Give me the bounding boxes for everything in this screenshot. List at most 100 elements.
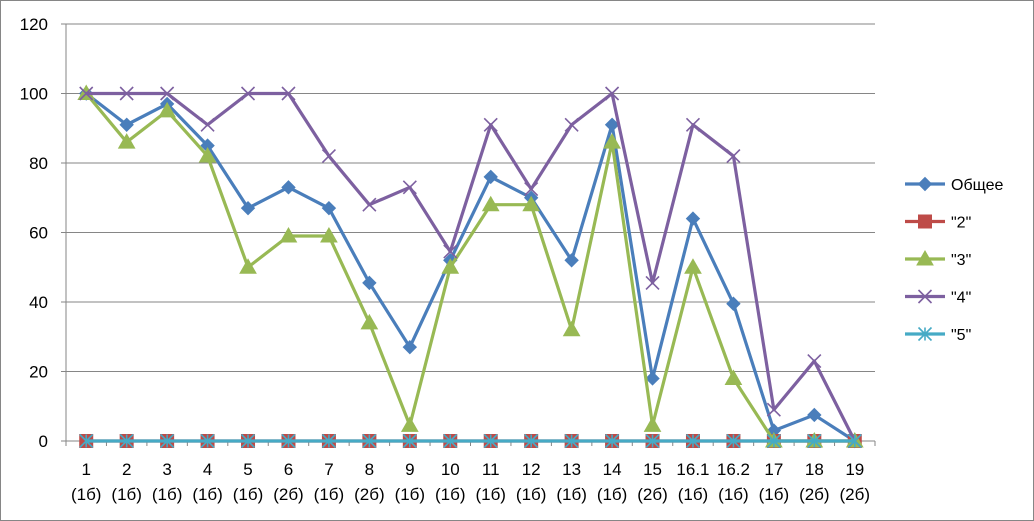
data-point-series-2 [562,320,581,337]
data-point-series-3 [160,86,175,101]
x-tick-sublabel: (1б) [435,485,466,504]
data-point-series-4 [321,433,336,449]
data-point-series-3 [240,86,256,101]
x-tick-sublabel: (1б) [475,485,506,504]
y-tick-label: 80 [29,154,48,173]
x-tick-sublabel: (1б) [516,485,547,504]
data-point-series-4 [443,433,458,449]
legend-label: "5" [951,327,971,344]
data-point-series-0 [240,200,256,216]
x-tick-label: 18 [805,460,824,479]
x-tick-sublabel: (2б) [799,485,830,504]
data-point-series-4 [524,433,539,449]
legend-label: "4" [951,290,971,307]
x-tick-label: 16.2 [717,460,750,479]
x-tick-label: 11 [482,460,500,479]
y-tick-label: 120 [20,15,48,34]
data-point-series-2 [360,313,379,330]
x-tick-sublabel: (1б) [71,485,102,504]
data-point-series-4 [726,433,741,449]
x-tick-label: 6 [284,460,293,479]
legend-label: Общее [951,177,1003,194]
x-tick-sublabel: (2б) [273,485,304,504]
x-tick-sublabel: (2б) [354,485,385,504]
data-point-series-3 [605,86,620,101]
y-tick-label: 40 [29,293,48,312]
data-point-series-4 [79,433,94,449]
x-tick-label: 4 [203,460,212,479]
data-point-series-2 [239,258,257,274]
data-point-series-2 [158,101,176,118]
data-point-series-3 [524,181,539,197]
x-tick-label: 13 [562,460,581,479]
x-tick-sublabel: (1б) [395,485,426,504]
data-point-series-0 [604,117,620,132]
x-tick-label: 2 [122,460,131,479]
legend-marker [917,289,933,304]
data-point-series-4 [605,433,620,449]
y-tick-label: 0 [39,432,48,451]
x-tick-label: 12 [522,460,541,479]
x-tick-label: 3 [162,460,171,479]
data-point-series-4 [119,433,134,449]
data-point-series-4 [645,433,660,449]
data-point-series-2 [441,258,460,274]
data-point-series-4 [240,433,256,449]
legend-label: "2" [951,215,971,232]
legend-marker [917,326,933,342]
y-tick-label: 60 [29,224,48,243]
data-point-series-3 [766,402,781,417]
data-point-series-4 [200,433,215,449]
data-point-series-0 [645,371,660,386]
data-point-series-4 [160,433,175,449]
legend-label: "3" [951,252,971,269]
x-tick-sublabel: (2б) [637,485,668,504]
data-point-series-0 [362,275,377,291]
data-point-series-0 [807,407,822,423]
data-point-series-3 [564,117,579,132]
data-point-series-0 [321,200,337,216]
data-point-series-0 [402,339,418,355]
series-line-0 [85,92,856,443]
x-tick-sublabel: (1б) [678,485,709,504]
x-tick-label: 9 [405,460,414,479]
data-point-series-0 [685,211,701,226]
data-point-series-4 [281,433,296,449]
data-point-series-3 [281,86,296,101]
data-point-series-0 [119,117,134,132]
x-tick-sublabel: (1б) [111,485,142,504]
x-tick-sublabel: (1б) [718,485,749,504]
data-point-series-4 [362,433,377,449]
x-tick-label: 17 [764,460,783,479]
data-point-series-3 [79,86,94,101]
x-tick-label: 8 [365,460,374,479]
data-point-series-3 [321,148,336,164]
x-tick-sublabel: (1б) [192,485,223,504]
data-point-series-2 [684,258,702,274]
data-point-series-2 [603,133,621,149]
data-point-series-2 [522,195,541,212]
x-tick-label: 7 [324,460,333,479]
data-point-series-0 [483,169,498,185]
data-point-series-2 [117,133,136,149]
data-point-series-4 [402,433,417,449]
data-point-series-3 [807,354,822,369]
data-point-series-4 [685,433,701,449]
legend-marker [917,176,933,192]
x-tick-label: 10 [441,460,460,479]
x-tick-label: 15 [643,460,662,479]
data-point-series-2 [279,226,298,243]
x-tick-sublabel: (1б) [233,485,264,504]
x-tick-label: 5 [243,460,252,479]
data-point-series-0 [281,180,296,195]
y-tick-label: 20 [29,363,48,382]
data-point-series-3 [443,244,458,259]
data-point-series-4 [564,433,579,449]
data-point-series-3 [483,117,498,132]
x-tick-sublabel: (1б) [556,485,587,504]
data-point-series-0 [726,296,741,311]
data-point-series-2 [481,195,500,212]
data-point-series-2 [400,416,419,432]
series-line-3 [86,91,857,442]
